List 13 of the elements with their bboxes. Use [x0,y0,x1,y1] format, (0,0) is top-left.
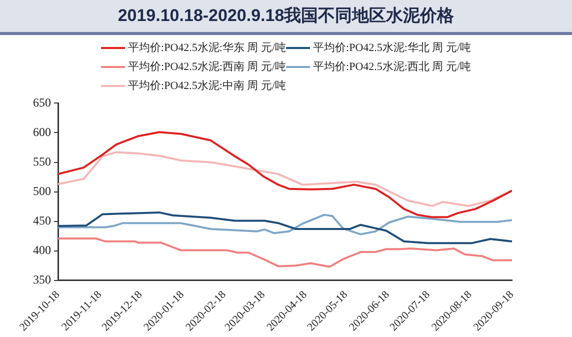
legend-label: 平均价:PO42.5水泥:西南 周 元/吨 [128,60,286,74]
y-tick-label: 350 [33,272,51,287]
chart-title: 2019.10.18-2020.9.18我国不同地区水泥价格 [0,0,572,35]
legend-label: 平均价:PO42.5水泥:华北 周 元/吨 [313,41,471,55]
legend-label: 平均价:PO42.5水泥:华东 周 元/吨 [128,40,286,55]
legend-label: 平均价:PO42.5水泥:西北 周 元/吨 [313,60,471,74]
y-tick-label: 600 [33,124,51,139]
y-tick-label: 400 [33,243,51,257]
y-tick-label: 450 [33,213,51,228]
legend-label: 平均价:PO42.5水泥:中南 周 元/吨 [128,79,286,93]
y-tick-label: 500 [33,184,51,198]
y-tick-label: 550 [33,154,51,168]
y-tick-label: 650 [33,95,51,110]
